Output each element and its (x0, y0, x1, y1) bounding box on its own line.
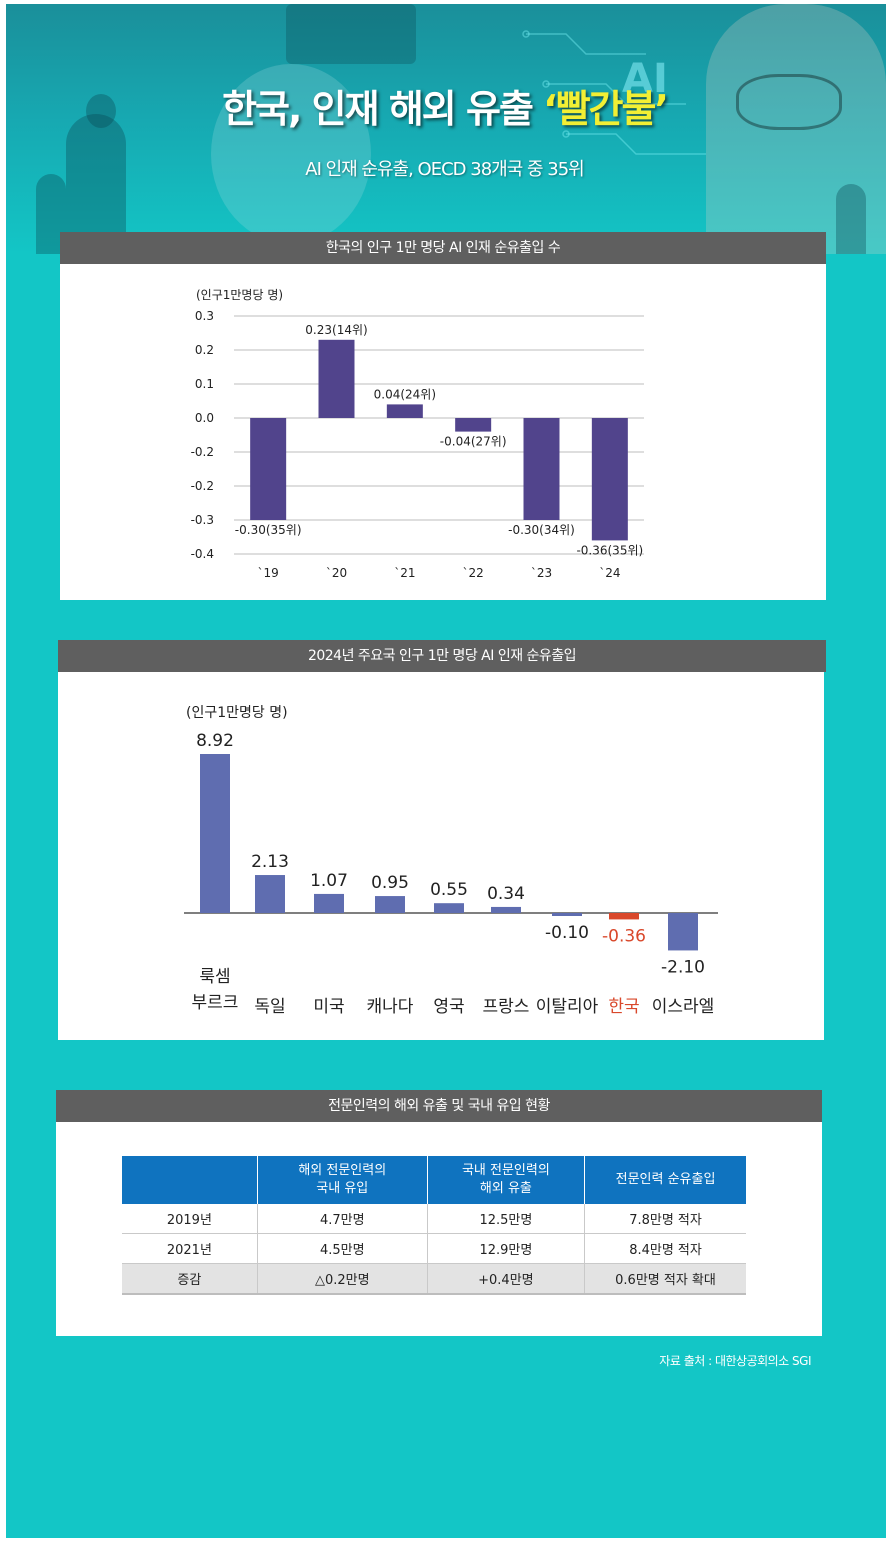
chart1-xtick: `21 (394, 566, 415, 580)
chart1-ytick: 0.3 (195, 309, 214, 323)
table-header-cell (122, 1156, 258, 1204)
page-title: 한국, 인재 해외 유출 ‘빨간불’ (0, 78, 889, 133)
table-header-cell: 전문인력 순유출입 (584, 1156, 746, 1204)
table-cell: 증감 (122, 1263, 258, 1295)
chart1-data-label: -0.30(34위) (508, 523, 575, 537)
chart1-data-label: -0.30(35위) (235, 523, 302, 537)
table-header-cell: 해외 전문인력의 국내 유입 (257, 1156, 428, 1204)
chart2-bar (434, 903, 464, 913)
chart2-xtick: 한국 (608, 997, 639, 1017)
table-cell: 12.9만명 (427, 1233, 586, 1264)
chart1-xtick: `24 (599, 566, 620, 580)
chart1-svg: (인구1만명당 명) 0.3 0.2 0.1 0.0 -0.2 -0.2 -0.3 -0.4 -… (191, 288, 644, 580)
chart1-bar (523, 418, 560, 520)
chart2-xtick: 캐나다 (367, 997, 414, 1017)
table-cell: 8.4만명 적자 (584, 1233, 746, 1264)
table-cell: 2019년 (122, 1204, 258, 1234)
data-table: 해외 전문인력의 국내 유입 국내 전문인력의 해외 유출 전문인력 순유출입 2019… (122, 1156, 746, 1295)
chart1-ytick: 0.0 (195, 411, 214, 425)
table-title: 전문인력의 해외 유출 및 국내 유입 현황 (56, 1090, 822, 1122)
chart2-xtick: 프랑스 (483, 997, 530, 1017)
chart1-ytick: -0.4 (191, 547, 214, 561)
chart1-xtick: `19 (258, 566, 279, 580)
chart2-data-label: -0.10 (545, 923, 589, 943)
table-row: 증감 △0.2만명 +0.4만명 0.6만명 적자 확대 (122, 1263, 746, 1295)
chart2-panel (58, 672, 824, 1040)
chart1-ytick: -0.3 (191, 513, 214, 527)
table-cell: 12.5만명 (427, 1204, 586, 1234)
table-row: 2021년 4.5만명 12.9만명 8.4만명 적자 (122, 1233, 746, 1264)
chart2-data-label: -2.10 (661, 957, 705, 977)
chart2-data-label: 0.55 (430, 880, 468, 900)
chart2-xtick: 영국 (433, 997, 464, 1017)
chart1-ytick: -0.2 (191, 445, 214, 459)
hero-image: AI (6, 4, 886, 254)
chart2-unit-label: (인구1만명당 명) (186, 705, 288, 721)
chart1-xtick: `22 (463, 566, 484, 580)
table-cell: 2021년 (122, 1233, 258, 1264)
chart2-data-label: 0.95 (371, 873, 409, 893)
source-note: 자료 출처 : 대한상공회의소 SGI (659, 1354, 811, 1368)
chart1-panel (60, 264, 826, 600)
circuit-decoration: AI (522, 30, 706, 155)
chart2-bar (668, 913, 698, 951)
chart1-data-label: -0.36(35위) (576, 543, 643, 557)
table-header-row: 해외 전문인력의 국내 유입 국내 전문인력의 해외 유출 전문인력 순유출입 (122, 1156, 746, 1204)
chart2-data-label: 1.07 (310, 871, 348, 891)
chart1-ytick: 0.1 (195, 377, 214, 391)
chart1-bar (250, 418, 287, 520)
table-cell: +0.4만명 (427, 1263, 586, 1295)
chart1-ytick: 0.2 (195, 343, 214, 357)
chart2-xtick: 미국 (313, 997, 344, 1017)
chart1-bar (386, 404, 423, 418)
page-subtitle: AI 인재 순유출, OECD 38개국 중 35위 (305, 159, 585, 180)
chart1-xtick: `20 (326, 566, 347, 580)
chart1-data-label: -0.04(27위) (440, 435, 507, 449)
table-row: 2019년 4.7만명 12.5만명 7.8만명 적자 (122, 1204, 746, 1234)
chart2-bar (491, 906, 521, 913)
table-header-cell: 국내 전문인력의 해외 유출 (427, 1156, 586, 1204)
chart2-data-label: -0.36 (602, 926, 646, 946)
ai-badge: AI (622, 56, 668, 102)
chart2-data-label: 8.92 (196, 731, 234, 751)
chart1-data-label: 0.04(24위) (374, 387, 436, 401)
table-cell: 4.5만명 (257, 1233, 428, 1264)
table-cell: △0.2만명 (257, 1263, 428, 1295)
chart1-bar (318, 339, 355, 418)
chart2-xtick: 이스라엘 (652, 997, 715, 1017)
chart1-bar (591, 418, 628, 541)
chart2-bar (314, 893, 344, 913)
table-cell: 4.7만명 (257, 1204, 428, 1234)
chart2-xtick: 부르크 (192, 993, 239, 1013)
table-cell: 7.8만명 적자 (584, 1204, 746, 1234)
chart2-xtick: 이탈리아 (536, 997, 599, 1017)
chart2-xtick: 룩셈 (199, 967, 230, 987)
chart1-bar (455, 418, 492, 432)
chart2-data-label: 0.34 (487, 884, 525, 904)
chart2-bar (609, 913, 639, 920)
title-main: 한국, 인재 해외 유출 (222, 87, 544, 131)
title-highlight: ‘빨간불’ (543, 87, 669, 131)
chart1-unit-label: (인구1만명당 명) (196, 288, 283, 302)
chart2-data-label: 2.13 (251, 852, 289, 872)
chart2-bar (255, 875, 285, 913)
chart2-svg: (인구1만명당 명) 8.92 2.13 1.07 0.95 0.55 0.34 -0.10… (184, 705, 718, 1017)
chart1-xtick: `23 (531, 566, 552, 580)
table-cell: 0.6만명 적자 확대 (584, 1263, 746, 1295)
chart2-xtick: 독일 (254, 997, 285, 1017)
chart2-bar (552, 913, 582, 916)
chart2-bar (375, 896, 405, 913)
chart2-title: 2024년 주요국 인구 1만 명당 AI 인재 순유출입 (58, 640, 826, 672)
chart1-data-label: 0.23(14위) (305, 323, 367, 337)
chart2-bar (200, 754, 230, 913)
chart1-title: 한국의 인구 1만 명당 AI 인재 순유출입 수 (60, 232, 826, 264)
chart1-ytick: -0.2 (191, 479, 214, 493)
